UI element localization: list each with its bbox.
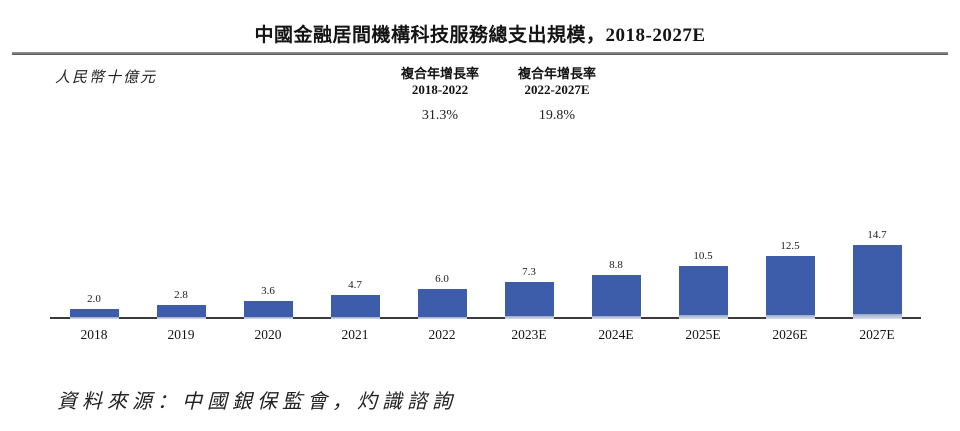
cagr-label: 複合年增長率 — [400, 66, 479, 81]
cagr-value: 19.8% — [538, 108, 576, 123]
bar-value-label: 14.7 — [867, 229, 887, 241]
bar-base-strip — [678, 315, 728, 319]
cagr-column-2022-2027E: 複合年增長率 2022-2027E 19.8% — [492, 66, 622, 124]
bar-base-strip — [330, 316, 380, 319]
bar-base-strip — [852, 313, 902, 319]
bar-base-strip — [765, 314, 815, 319]
bar-value-label: 2.8 — [174, 289, 188, 301]
x-axis-tick-label: 2021 — [341, 327, 369, 342]
bar-value-label: 2.0 — [87, 293, 101, 305]
bar — [69, 309, 119, 319]
bar-base-strip — [504, 316, 554, 319]
bar-value-label: 12.5 — [780, 240, 800, 252]
bar — [156, 305, 206, 319]
cagr-period: 2022-2027E — [524, 82, 590, 97]
x-axis-tick-label: 2022 — [428, 327, 456, 342]
x-axis-tick-label: 2027E — [859, 327, 895, 342]
bar-value-label: 3.6 — [261, 285, 275, 297]
x-axis-tick-label: 2018 — [80, 327, 108, 342]
x-axis-tick-label: 2024E — [598, 327, 634, 342]
cagr-label: 複合年增長率 — [517, 66, 596, 81]
x-axis-tick-label: 2026E — [772, 327, 808, 342]
chart-title: 中國金融居間機構科技服務總支出規模，2018-2027E — [254, 25, 706, 46]
x-axis-tick-label: 2025E — [685, 327, 721, 342]
x-axis-line — [50, 317, 921, 319]
y-axis-unit-label: 人民幣十億元 — [55, 70, 158, 86]
source-note: 資料來源：中國銀保監會，灼識諮詢 — [57, 391, 457, 413]
bar — [417, 289, 467, 319]
bar-base-strip — [156, 316, 206, 319]
bar — [852, 245, 902, 319]
bar-value-label: 4.7 — [348, 279, 362, 291]
title-divider — [12, 52, 948, 55]
bar-value-label: 10.5 — [693, 250, 713, 262]
x-axis-tick-label: 2019 — [167, 327, 195, 342]
x-axis-tick-label: 2020 — [254, 327, 282, 342]
bar — [243, 301, 293, 319]
bar — [678, 266, 728, 319]
bar — [765, 256, 815, 319]
bar-value-label: 8.8 — [609, 259, 623, 271]
bar-base-strip — [69, 316, 119, 319]
cagr-column-2018-2022: 複合年增長率 2018-2022 31.3% — [375, 66, 505, 124]
bar-base-strip — [243, 316, 293, 319]
cagr-value: 31.3% — [421, 108, 459, 123]
bar — [330, 295, 380, 319]
cagr-period: 2018-2022 — [411, 82, 469, 97]
bar — [504, 282, 554, 319]
bar-base-strip — [417, 316, 467, 319]
bar — [591, 275, 641, 319]
bar-base-strip — [591, 315, 641, 319]
x-axis-tick-label: 2023E — [511, 327, 547, 342]
bar-value-label: 6.0 — [435, 273, 449, 285]
bar-value-label: 7.3 — [522, 266, 536, 278]
